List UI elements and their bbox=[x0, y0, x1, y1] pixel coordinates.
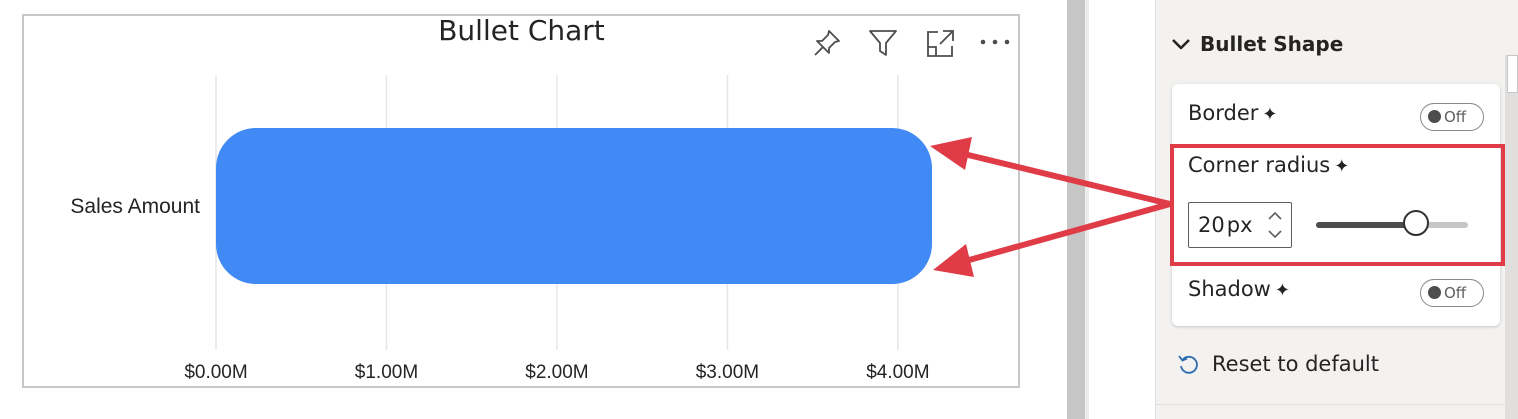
chevron-down-icon bbox=[1172, 39, 1190, 50]
corner-radius-spinbox[interactable]: 20px bbox=[1188, 202, 1292, 248]
slider-thumb[interactable] bbox=[1403, 210, 1430, 236]
reset-label: Reset to default bbox=[1212, 352, 1379, 376]
corner-radius-slider[interactable] bbox=[1316, 222, 1468, 228]
border-label: Border ✦ bbox=[1188, 101, 1278, 125]
focus-mode-icon[interactable] bbox=[923, 26, 957, 60]
section-title: Bullet Shape bbox=[1200, 32, 1344, 56]
x-tick-label: $3.00M bbox=[696, 362, 759, 383]
filter-icon[interactable] bbox=[866, 26, 900, 60]
reset-icon bbox=[1178, 355, 1198, 374]
slider-fill bbox=[1316, 222, 1417, 228]
shadow-label-text: Shadow bbox=[1188, 277, 1271, 301]
x-tick-label: $2.00M bbox=[525, 362, 588, 383]
shadow-toggle-label: Off bbox=[1444, 284, 1467, 302]
x-tick-label: $0.00M bbox=[184, 362, 247, 383]
sparkle-icon: ✦ bbox=[1334, 156, 1350, 177]
shadow-toggle[interactable]: Off bbox=[1420, 279, 1484, 307]
reset-to-default-button[interactable]: Reset to default bbox=[1176, 352, 1379, 376]
toggle-knob bbox=[1428, 286, 1441, 299]
sparkle-icon: ✦ bbox=[1274, 280, 1290, 301]
pane-scrollbar[interactable] bbox=[1505, 55, 1518, 419]
corner-radius-label: Corner radius ✦ bbox=[1188, 153, 1349, 177]
section-header-bullet-shape[interactable]: Bullet Shape bbox=[1170, 28, 1343, 60]
shadow-label: Shadow ✦ bbox=[1188, 277, 1290, 301]
bullet-chart: $0.00M $1.00M $2.00M $3.00M $4.00M Sales Amou… bbox=[70, 75, 932, 383]
category-label: Sales Amount bbox=[70, 195, 200, 218]
corner-radius-value[interactable]: 20px bbox=[1198, 213, 1253, 237]
pane-separator bbox=[1067, 0, 1085, 419]
pane-separator-edge bbox=[1085, 0, 1089, 419]
pin-icon[interactable] bbox=[810, 26, 844, 60]
toggle-knob bbox=[1428, 110, 1441, 123]
pane-divider bbox=[1155, 404, 1505, 405]
bar-sales-amount[interactable] bbox=[216, 128, 932, 284]
border-toggle-label: Off bbox=[1444, 108, 1467, 126]
x-tick-label: $4.00M bbox=[866, 362, 929, 383]
spin-up-icon[interactable] bbox=[1265, 207, 1285, 225]
x-tick-label: $1.00M bbox=[355, 362, 418, 383]
spin-down-icon[interactable] bbox=[1265, 225, 1285, 243]
more-options-icon[interactable] bbox=[978, 26, 1012, 60]
border-label-text: Border bbox=[1188, 101, 1259, 125]
pane-scrollbar-thumb[interactable] bbox=[1507, 55, 1518, 93]
corner-radius-label-text: Corner radius bbox=[1188, 153, 1331, 177]
border-toggle[interactable]: Off bbox=[1420, 103, 1484, 131]
sparkle-icon: ✦ bbox=[1262, 104, 1278, 125]
